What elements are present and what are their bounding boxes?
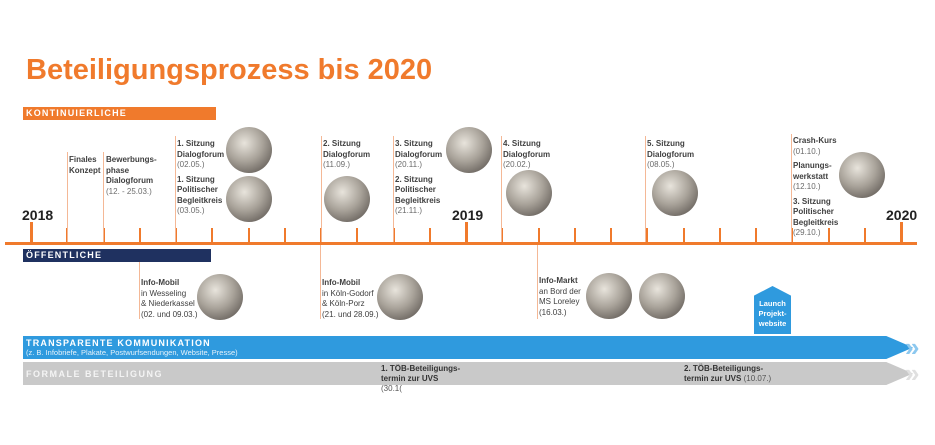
chevron-right-icon: »	[905, 358, 920, 388]
timeline-axis	[5, 242, 917, 245]
month-tick	[827, 228, 830, 243]
month-tick	[791, 228, 794, 243]
chevron-right-icon: »	[905, 332, 920, 362]
photo-info-markt-2	[639, 273, 685, 319]
month-tick	[211, 228, 214, 243]
photo-dialogforum-4	[506, 170, 552, 216]
event-line	[320, 245, 321, 319]
photo-info-mobil-2	[377, 274, 423, 320]
event-info-markt: Info-Markt an Bord der MS Loreley (16.03.)	[539, 276, 581, 317]
month-tick	[247, 228, 250, 243]
event-line	[537, 245, 538, 319]
month-tick	[30, 222, 33, 243]
photo-dialogforum-2	[324, 176, 370, 222]
month-tick	[537, 228, 540, 243]
month-tick	[900, 222, 903, 243]
month-tick	[646, 228, 649, 243]
photo-dialogforum-5	[652, 170, 698, 216]
event-3-sitzung: 3. Sitzung Dialogforum (20.11.) 2. Sitzung…	[395, 139, 443, 215]
event-2-sitzung: 2. Sitzung Dialogforum (11.09.)	[323, 139, 371, 169]
month-tick	[610, 228, 612, 243]
event-4-sitzung: 4. Sitzung Dialogforum (20.02.)	[503, 139, 551, 169]
month-tick	[718, 228, 721, 243]
toeb-termin-1: 1. TÖB-Beteiligungs-termin zur UVS (30.1…	[381, 364, 461, 393]
section-label-oeffentlich: ÖFFENTLICHE VERANSTALTUNGEN	[23, 249, 211, 273]
page-title: Beteiligungsprozess bis 2020	[26, 54, 433, 86]
year-2020: 2020	[886, 207, 918, 223]
month-tick	[138, 228, 141, 243]
photo-info-mobil-1	[197, 274, 243, 320]
month-tick	[573, 228, 576, 243]
event-bewerbungsphase: Bewerbungs-phase Dialogforum (12. - 25.03.…	[106, 155, 157, 196]
month-tick	[428, 228, 431, 243]
event-line	[393, 136, 394, 242]
bar-title: FORMALE BETEILIGUNG	[26, 369, 163, 379]
event-line	[103, 152, 104, 242]
photo-begleitkreis-1	[226, 176, 272, 222]
section-label-kontinuierlich: KONTINUIERLICHE GREMIENARBEIT	[23, 107, 216, 131]
toeb-termin-2: 2. TÖB-Beteiligungs-termin zur UVS (10.0…	[684, 364, 772, 383]
formale-beteiligung-bar: FORMALE BETEILIGUNG	[23, 362, 913, 385]
event-line	[139, 262, 140, 319]
photo-dialogforum-1	[226, 127, 272, 173]
month-tick	[755, 228, 757, 243]
month-tick	[682, 228, 685, 243]
launch-projektwebsite-marker: Launch Projekt-website	[754, 286, 791, 334]
event-info-mobil-1: Info-Mobil in Wesseling & Niederkassel (02.…	[141, 278, 198, 319]
event-line	[501, 136, 502, 242]
event-line	[175, 136, 176, 242]
event-info-mobil-2: Info-Mobil in Köln-Godorf & Köln-Porz (21. …	[322, 278, 379, 319]
year-2018: 2018	[22, 207, 54, 223]
event-line	[791, 134, 792, 242]
event-5-sitzung: 5. Sitzung Dialogforum (08.05.)	[647, 139, 695, 169]
year-2019: 2019	[452, 207, 484, 223]
photo-dialogforum-3	[446, 127, 492, 173]
month-tick	[175, 228, 177, 243]
bar-title: TRANSPARENTE KOMMUNIKATION	[26, 338, 211, 348]
month-tick	[501, 228, 504, 243]
event-line	[67, 152, 68, 242]
bar-subtitle: (z. B. Infobriefe, Plakate, Postwurfsend…	[26, 348, 238, 357]
month-tick	[283, 228, 286, 243]
event-crash-kurs: Crash-Kurs (01.10.) Planungs-werkstatt (12.…	[793, 136, 839, 237]
event-1-sitzung: 1. Sitzung Dialogforum (02.05.) 1. Sitzung…	[177, 139, 225, 215]
transparente-kommunikation-bar: TRANSPARENTE KOMMUNIKATION (z. B. Infobr…	[23, 336, 913, 359]
month-tick	[356, 228, 359, 243]
photo-planungswerkstatt	[839, 152, 885, 198]
month-tick	[863, 228, 866, 243]
event-finales-konzept: Finales Konzept	[69, 155, 101, 175]
event-line	[645, 136, 646, 242]
photo-info-markt-1	[586, 273, 632, 319]
event-line	[321, 136, 322, 242]
month-tick	[465, 222, 468, 243]
